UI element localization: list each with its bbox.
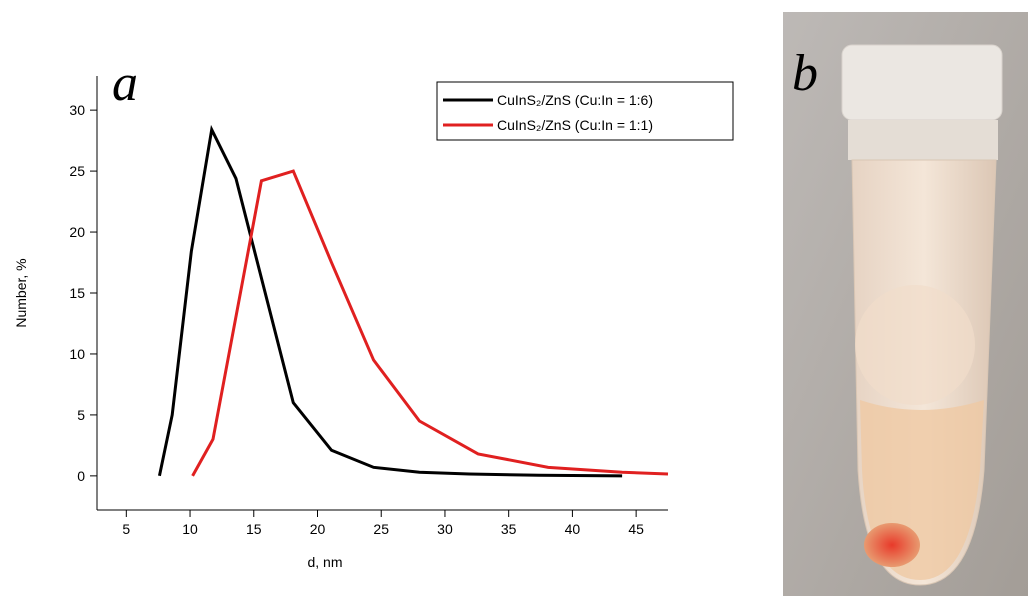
x-tick-label: 45 — [628, 521, 644, 537]
y-tick-label: 25 — [69, 163, 85, 179]
x-tick-label: 10 — [182, 521, 198, 537]
x-tick-label: 20 — [310, 521, 326, 537]
x-tick-label: 5 — [122, 521, 130, 537]
x-tick-label: 35 — [501, 521, 517, 537]
y-axis-label: Number, % — [13, 258, 29, 327]
legend — [436, 81, 734, 141]
legend-label: CuInS₂/ZnS (Cu:In = 1:1) — [497, 117, 653, 133]
line — [157, 124, 623, 478]
y-tick-label: 20 — [69, 224, 85, 240]
y-tick-label: 0 — [77, 468, 85, 484]
panel-label: a — [112, 55, 138, 112]
x-tick-label: 30 — [437, 521, 453, 537]
legend-label: CuInS₂/ZnS (Cu:In = 1:6) — [497, 92, 653, 108]
y-tick-label: 30 — [69, 102, 85, 118]
y-tick-label: 10 — [69, 346, 85, 362]
x-tick-label: 25 — [373, 521, 389, 537]
y-tick-label: 5 — [77, 407, 85, 423]
photo-label: b — [792, 45, 818, 102]
photo — [783, 12, 1028, 596]
y-tick-label: 15 — [69, 285, 85, 301]
line — [191, 169, 669, 477]
x-tick-label: 15 — [246, 521, 262, 537]
x-axis-label: d, nm — [307, 554, 342, 570]
x-tick-label: 40 — [565, 521, 581, 537]
